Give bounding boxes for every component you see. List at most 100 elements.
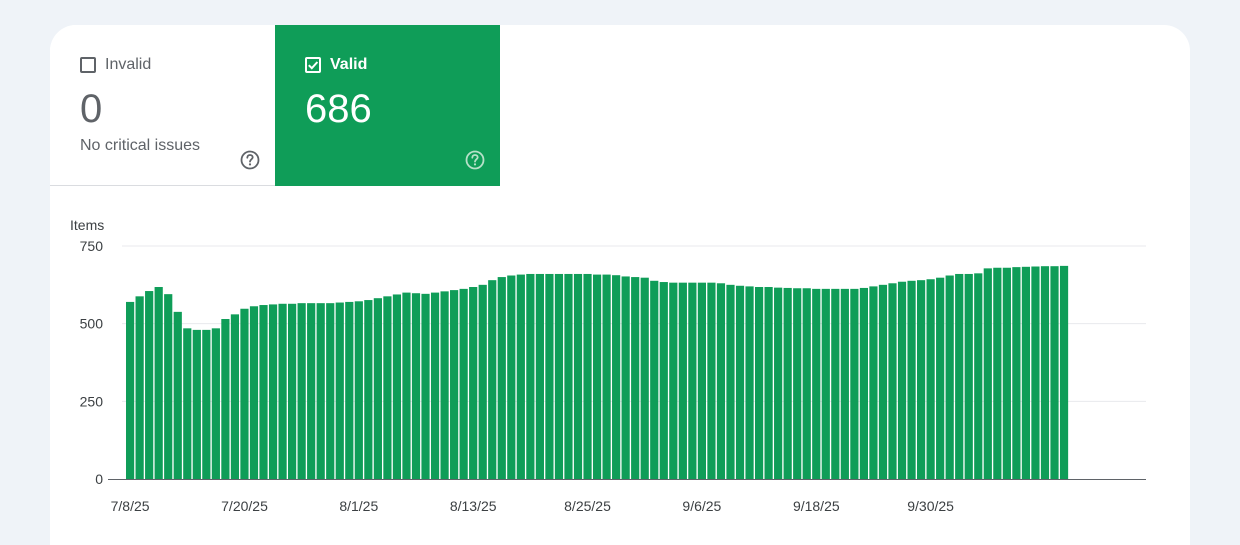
bar[interactable] [221, 319, 230, 479]
bar[interactable] [964, 273, 973, 479]
bar[interactable] [774, 287, 783, 479]
bar[interactable] [793, 288, 802, 479]
bar[interactable] [497, 277, 506, 479]
bar[interactable] [764, 287, 773, 479]
bar[interactable] [421, 293, 430, 479]
bar[interactable] [678, 282, 687, 479]
bar[interactable] [621, 276, 630, 479]
bar[interactable] [230, 314, 240, 479]
bar[interactable] [983, 268, 992, 479]
bar[interactable] [402, 292, 411, 479]
bar[interactable] [659, 282, 668, 479]
bar[interactable] [640, 277, 649, 479]
bar[interactable] [897, 281, 907, 479]
bar[interactable] [469, 287, 478, 479]
bar[interactable] [545, 273, 554, 479]
invalid-checkbox[interactable] [80, 57, 96, 73]
bar[interactable] [183, 328, 192, 479]
bar[interactable] [526, 273, 535, 479]
bar[interactable] [554, 273, 564, 479]
bar[interactable] [1002, 267, 1011, 479]
bar[interactable] [268, 304, 278, 479]
bar[interactable] [735, 285, 745, 479]
bar[interactable] [202, 329, 211, 479]
bar[interactable] [259, 305, 268, 479]
bar[interactable] [1059, 265, 1069, 479]
bar[interactable] [869, 286, 878, 479]
bar[interactable] [955, 273, 964, 479]
help-circle-icon[interactable] [464, 149, 486, 171]
bar[interactable] [335, 302, 344, 479]
bar[interactable] [812, 288, 821, 479]
bar[interactable] [697, 282, 706, 479]
bar[interactable] [650, 280, 659, 479]
help-circle-icon[interactable] [239, 149, 261, 171]
bar[interactable] [459, 288, 468, 479]
invalid-tile[interactable]: Invalid 0 No critical issues [50, 25, 275, 186]
bar[interactable] [840, 288, 849, 479]
bar[interactable] [478, 284, 487, 479]
bar[interactable] [974, 273, 983, 479]
bar[interactable] [364, 300, 373, 479]
bar[interactable] [145, 291, 154, 479]
bar[interactable] [583, 273, 592, 479]
bar[interactable] [859, 287, 869, 479]
bar[interactable] [249, 306, 259, 479]
bar[interactable] [288, 303, 297, 479]
bar[interactable] [1021, 266, 1031, 479]
bar[interactable] [716, 283, 726, 479]
bar[interactable] [354, 301, 363, 479]
bar[interactable] [383, 296, 392, 479]
bar[interactable] [754, 287, 764, 479]
bar[interactable] [669, 282, 678, 479]
valid-toggle[interactable]: Valid [305, 55, 367, 75]
bar[interactable] [411, 293, 421, 479]
bar[interactable] [945, 275, 954, 479]
bar[interactable] [173, 311, 182, 479]
valid-checkbox[interactable] [305, 57, 321, 73]
bar[interactable] [1040, 266, 1050, 479]
valid-tile[interactable]: Valid 686 [275, 25, 500, 186]
bar[interactable] [392, 294, 402, 479]
bar[interactable] [936, 277, 945, 479]
bar[interactable] [1031, 266, 1040, 480]
bar[interactable] [831, 288, 840, 479]
bar[interactable] [440, 291, 449, 479]
bar[interactable] [993, 267, 1002, 479]
bar[interactable] [135, 296, 144, 479]
invalid-toggle[interactable]: Invalid [80, 55, 151, 75]
bar[interactable] [211, 328, 220, 479]
bar[interactable] [154, 287, 163, 479]
bar[interactable] [631, 277, 640, 479]
bar[interactable] [745, 286, 754, 479]
bar[interactable] [602, 274, 611, 479]
bar[interactable] [307, 303, 316, 479]
bar[interactable] [878, 284, 888, 479]
bar[interactable] [850, 288, 859, 479]
bar[interactable] [802, 288, 811, 479]
bar[interactable] [592, 274, 602, 479]
bar[interactable] [126, 301, 135, 479]
bar[interactable] [783, 287, 792, 479]
bar[interactable] [507, 275, 516, 479]
bar[interactable] [535, 273, 544, 479]
bar[interactable] [573, 273, 583, 479]
bar[interactable] [278, 303, 287, 479]
bar[interactable] [316, 303, 325, 479]
bar[interactable] [726, 284, 735, 479]
bar[interactable] [326, 303, 335, 479]
bar[interactable] [1050, 266, 1059, 479]
bar[interactable] [430, 292, 440, 479]
bar[interactable] [907, 280, 916, 479]
bar[interactable] [612, 275, 621, 479]
bar[interactable] [345, 301, 354, 479]
bar[interactable] [516, 274, 525, 479]
bar[interactable] [688, 282, 697, 479]
bar[interactable] [926, 279, 935, 479]
bar[interactable] [297, 303, 306, 479]
bar[interactable] [192, 329, 201, 479]
bar[interactable] [373, 298, 382, 479]
bar[interactable] [240, 308, 249, 479]
bar[interactable] [916, 280, 926, 479]
bar[interactable] [1012, 267, 1021, 479]
